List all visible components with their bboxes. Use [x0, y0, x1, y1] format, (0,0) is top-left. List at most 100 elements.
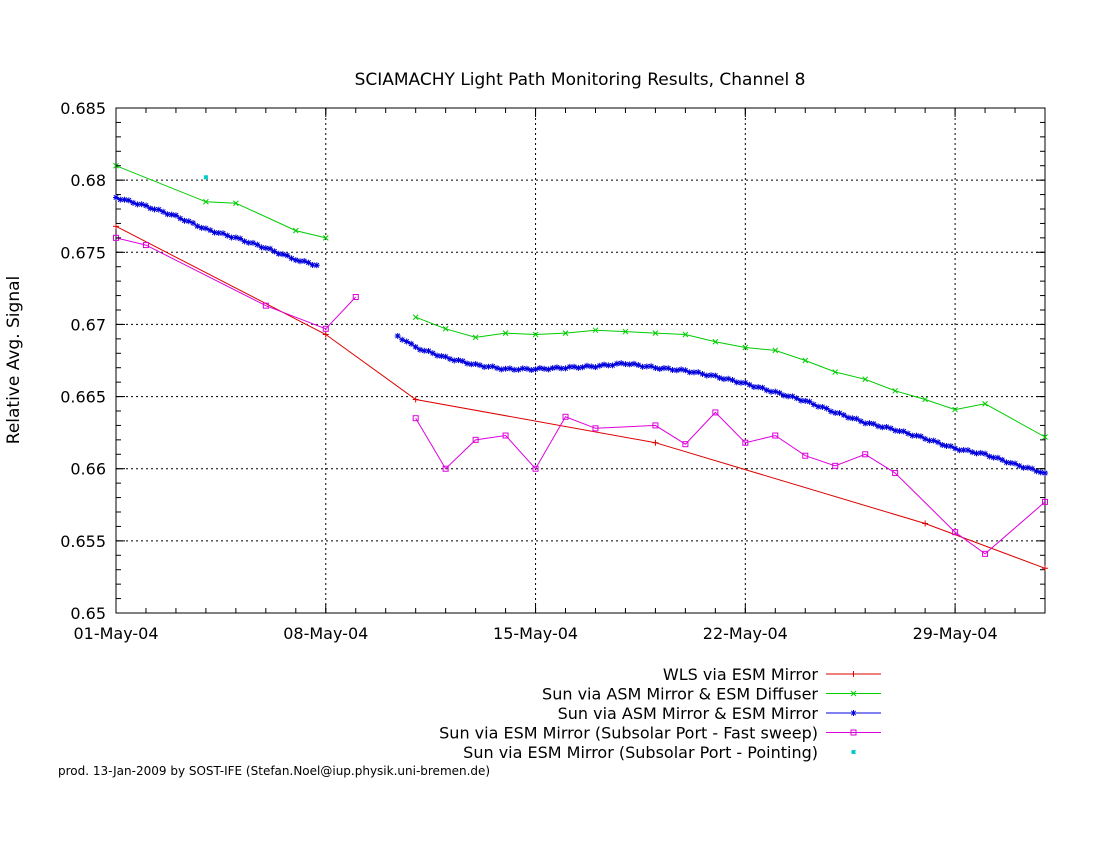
data-point	[690, 369, 697, 376]
legend-label: Sun via ASM Mirror & ESM Mirror	[558, 704, 819, 723]
data-point	[215, 229, 222, 236]
data-point	[815, 403, 822, 410]
data-point	[532, 331, 539, 338]
data-point	[494, 365, 501, 372]
data-point	[926, 437, 933, 444]
data-point	[982, 550, 989, 557]
data-point	[789, 393, 796, 400]
footer-note: prod. 13-Jan-2009 by SOST-IFE (Stefan.No…	[58, 764, 490, 778]
data-point	[147, 205, 154, 212]
data-point	[142, 242, 149, 249]
data-point	[412, 415, 419, 422]
data-point	[515, 366, 522, 373]
data-point	[682, 367, 689, 374]
data-point	[562, 330, 569, 336]
legend: WLS via ESM Mirror Sun via ASM Mirror & E…	[439, 665, 881, 762]
data-point	[819, 403, 826, 410]
data-point	[652, 364, 659, 371]
data-point	[322, 325, 329, 332]
data-point	[964, 447, 971, 454]
data-point	[849, 415, 856, 422]
data-point	[969, 449, 976, 456]
data-point	[279, 251, 286, 258]
legend-marker	[851, 750, 856, 754]
data-point	[746, 381, 753, 388]
data-point	[1037, 469, 1044, 476]
data-point	[472, 334, 479, 341]
data-point	[172, 212, 179, 219]
data-point	[652, 422, 659, 429]
data-point	[408, 340, 415, 347]
data-point	[875, 423, 882, 430]
data-point	[498, 366, 505, 373]
data-point	[284, 252, 291, 259]
x-tick-label: 08-May-04	[283, 624, 368, 643]
data-point	[1042, 565, 1048, 572]
data-point	[763, 387, 770, 394]
x-tick-label: 22-May-04	[703, 624, 788, 643]
data-point	[605, 362, 612, 369]
data-point	[523, 365, 530, 372]
series-1	[113, 162, 1048, 440]
data-point	[489, 363, 496, 370]
data-point	[138, 201, 145, 208]
data-point	[168, 211, 175, 218]
data-point	[583, 362, 590, 369]
data-point	[879, 424, 886, 431]
data-point	[442, 353, 449, 360]
plot-frame	[115, 107, 1046, 614]
data-point	[592, 364, 599, 371]
y-tick-label: 0.685	[60, 99, 106, 118]
data-point	[618, 360, 625, 367]
data-point	[511, 366, 518, 373]
data-point	[905, 430, 912, 437]
data-point	[592, 327, 599, 334]
data-point	[887, 425, 894, 432]
data-point	[943, 442, 950, 449]
data-point	[532, 465, 539, 472]
data-point	[725, 375, 732, 382]
data-point	[1020, 464, 1027, 471]
data-point	[412, 396, 419, 403]
series-3	[113, 234, 1048, 557]
legend-label: Sun via ESM Mirror (Subsolar Port - Fast…	[439, 724, 818, 743]
data-point	[130, 199, 137, 206]
data-point	[562, 413, 569, 420]
data-point	[459, 358, 466, 365]
data-point	[262, 302, 269, 309]
data-point	[896, 428, 903, 435]
grid-lines	[116, 108, 1045, 613]
data-point	[832, 409, 839, 416]
legend-label: WLS via ESM Mirror	[663, 665, 819, 684]
data-point	[601, 361, 608, 368]
data-point	[297, 258, 304, 265]
data-point	[678, 366, 685, 373]
data-point	[207, 227, 214, 234]
data-point	[699, 371, 706, 378]
data-point	[982, 450, 989, 457]
data-point	[352, 294, 359, 301]
data-point	[853, 415, 860, 422]
series-0	[113, 223, 1048, 572]
y-axis-label: Relative Avg. Signal	[4, 276, 24, 444]
data-point	[194, 223, 201, 230]
data-point	[1007, 459, 1014, 466]
data-point	[609, 362, 616, 369]
data-point	[652, 330, 659, 336]
data-point	[862, 376, 869, 383]
data-point	[960, 447, 967, 454]
data-point	[742, 439, 749, 446]
data-point	[262, 245, 269, 252]
data-point	[275, 250, 282, 257]
data-point	[832, 462, 839, 469]
data-point	[922, 520, 929, 527]
data-point	[934, 439, 941, 446]
data-point	[622, 361, 629, 368]
data-point	[190, 219, 197, 226]
data-point	[999, 456, 1006, 463]
data-point	[464, 360, 471, 367]
data-point	[198, 224, 205, 231]
data-point	[840, 412, 847, 419]
data-point	[121, 196, 128, 203]
